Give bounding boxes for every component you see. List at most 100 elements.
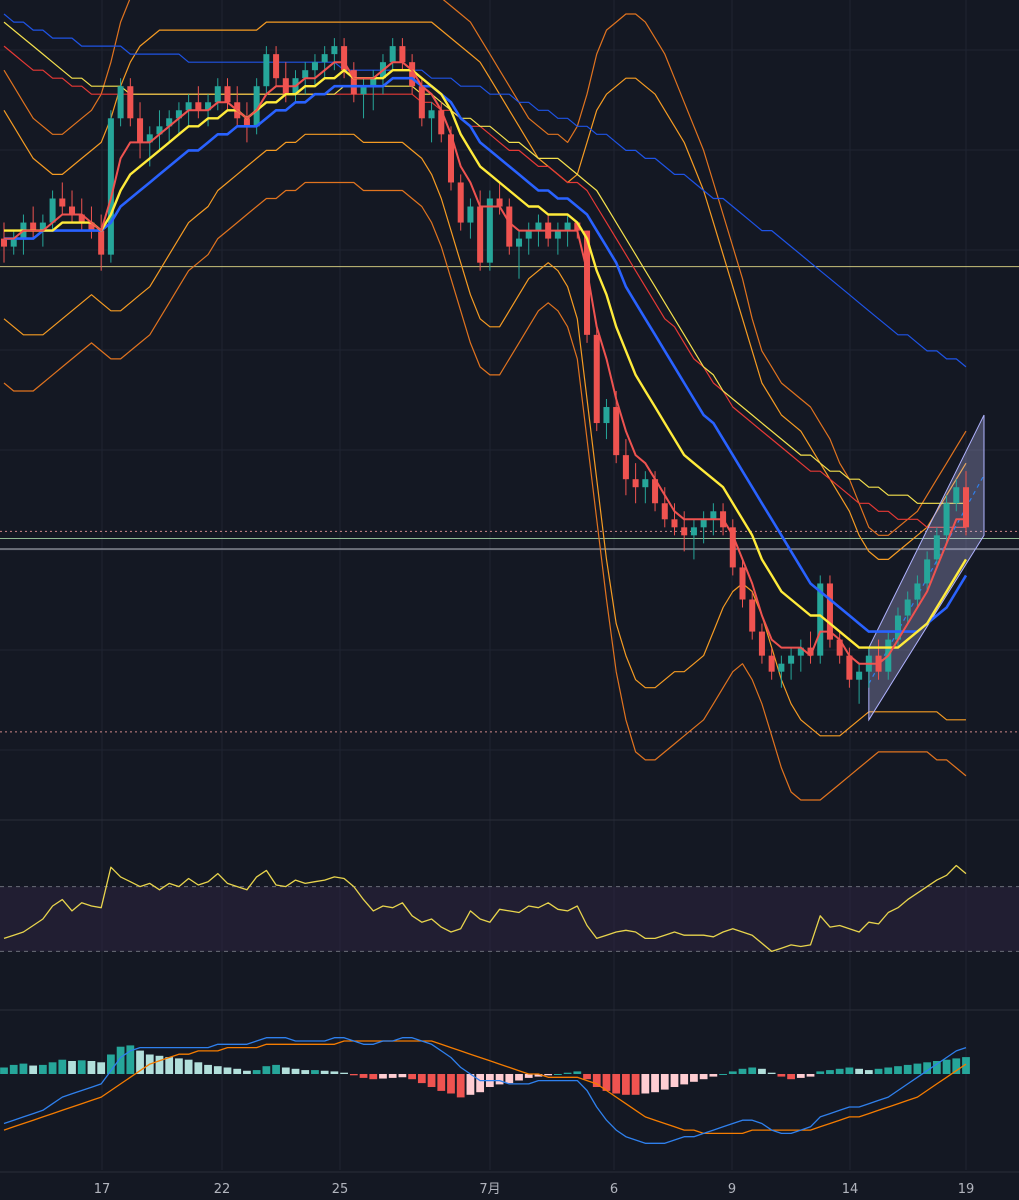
macd-histogram-bar	[524, 1074, 533, 1078]
macd-signal-line	[3, 1040, 967, 1135]
candle-body	[962, 487, 970, 528]
candle-body	[205, 102, 212, 111]
candle-body	[486, 198, 493, 263]
ema-yellow	[4, 68, 968, 649]
candle-body	[10, 238, 17, 247]
macd-histogram-bar	[612, 1074, 621, 1094]
candle-body	[642, 479, 649, 488]
macd-histogram-bar	[194, 1062, 203, 1074]
bollinger-upper-outer	[3, 0, 967, 536]
price-panel[interactable]	[0, 0, 1019, 801]
candle-body	[243, 118, 250, 127]
macd-histogram-bar	[816, 1071, 825, 1074]
candle-body	[389, 46, 396, 63]
candle-body	[846, 655, 853, 680]
macd-histogram-bar	[456, 1074, 465, 1098]
candle-body	[496, 198, 503, 207]
macd-histogram-bar	[573, 1071, 582, 1074]
candle-body	[98, 230, 105, 255]
candle-body	[894, 615, 901, 640]
macd-histogram-bar	[884, 1067, 893, 1074]
macd-histogram-bar	[184, 1059, 193, 1074]
macd-histogram-bar	[58, 1059, 67, 1074]
sma-yellow-long	[3, 21, 966, 504]
macd-histogram-bar	[359, 1074, 368, 1078]
macd-histogram-bar	[155, 1055, 164, 1074]
macd-histogram-bar	[583, 1074, 591, 1080]
macd-panel[interactable]	[0, 1037, 970, 1144]
candle-body	[409, 62, 416, 87]
candle-body	[671, 519, 678, 528]
candle-body	[535, 222, 542, 231]
candle-body	[515, 238, 523, 247]
candle-body	[350, 70, 357, 95]
candle-body	[59, 198, 66, 207]
candle-body	[117, 86, 124, 119]
macd-histogram-bar	[291, 1068, 300, 1074]
macd-histogram-bar	[962, 1057, 970, 1074]
macd-histogram-bar	[369, 1074, 378, 1080]
candle-body	[681, 527, 688, 536]
candle-body	[904, 599, 911, 616]
macd-histogram-bar	[116, 1046, 125, 1074]
candle-body	[273, 54, 280, 79]
macd-histogram-bar	[29, 1065, 38, 1074]
x-tick-label: 25	[332, 1182, 349, 1197]
candle-body	[428, 110, 435, 119]
x-tick-label: 22	[214, 1182, 231, 1197]
macd-histogram-bar	[932, 1061, 941, 1074]
candle-body	[836, 639, 843, 656]
macd-histogram-bar	[787, 1074, 795, 1080]
macd-histogram-bar	[476, 1074, 485, 1093]
macd-histogram-bar	[126, 1045, 135, 1074]
ema-red	[4, 61, 966, 665]
candle-body	[447, 134, 455, 183]
candle-body	[360, 86, 367, 95]
candle-body	[652, 479, 659, 504]
candle-body	[311, 62, 318, 71]
candle-body	[166, 118, 173, 127]
candle-body	[39, 222, 46, 231]
macd-histogram-bar	[330, 1071, 339, 1074]
macd-line	[3, 1037, 967, 1144]
macd-histogram-bar	[670, 1074, 679, 1087]
candle-body	[30, 222, 37, 231]
x-tick-label: 7月	[479, 1182, 500, 1197]
macd-histogram-bar	[777, 1074, 786, 1077]
candle-body	[88, 222, 95, 231]
rsi-panel[interactable]	[0, 864, 1019, 953]
macd-histogram-bar	[311, 1070, 319, 1074]
macd-histogram-bar	[515, 1074, 523, 1081]
macd-histogram-bar	[447, 1074, 455, 1094]
candle-body	[807, 647, 814, 656]
macd-histogram-bar	[534, 1074, 543, 1077]
candle-body	[613, 407, 620, 456]
x-tick-label: 17	[94, 1182, 111, 1197]
macd-histogram-bar	[136, 1050, 144, 1074]
x-tick-label: 19	[958, 1182, 975, 1197]
macd-histogram-bar	[417, 1074, 426, 1084]
candle-body	[331, 46, 338, 55]
macd-histogram-bar	[544, 1074, 553, 1076]
macd-histogram-bar	[223, 1067, 232, 1074]
macd-histogram-bar	[349, 1074, 358, 1076]
macd-histogram-bar	[107, 1054, 115, 1074]
macd-histogram-bar	[243, 1070, 251, 1074]
macd-histogram-bar	[758, 1068, 766, 1074]
macd-histogram-bar	[398, 1074, 407, 1078]
macd-histogram-bar	[903, 1064, 912, 1074]
candle-body	[156, 126, 163, 135]
candle-body	[195, 102, 202, 111]
candle-body	[710, 511, 717, 520]
macd-histogram-bar	[77, 1060, 86, 1074]
candle-body	[185, 102, 192, 111]
candle-body	[584, 230, 591, 335]
macd-histogram-bar	[87, 1061, 96, 1074]
candle-body	[370, 78, 377, 87]
x-tick-label: 14	[842, 1182, 859, 1197]
candle-body	[797, 647, 804, 656]
candle-body	[321, 54, 328, 63]
candle-body	[69, 206, 76, 215]
